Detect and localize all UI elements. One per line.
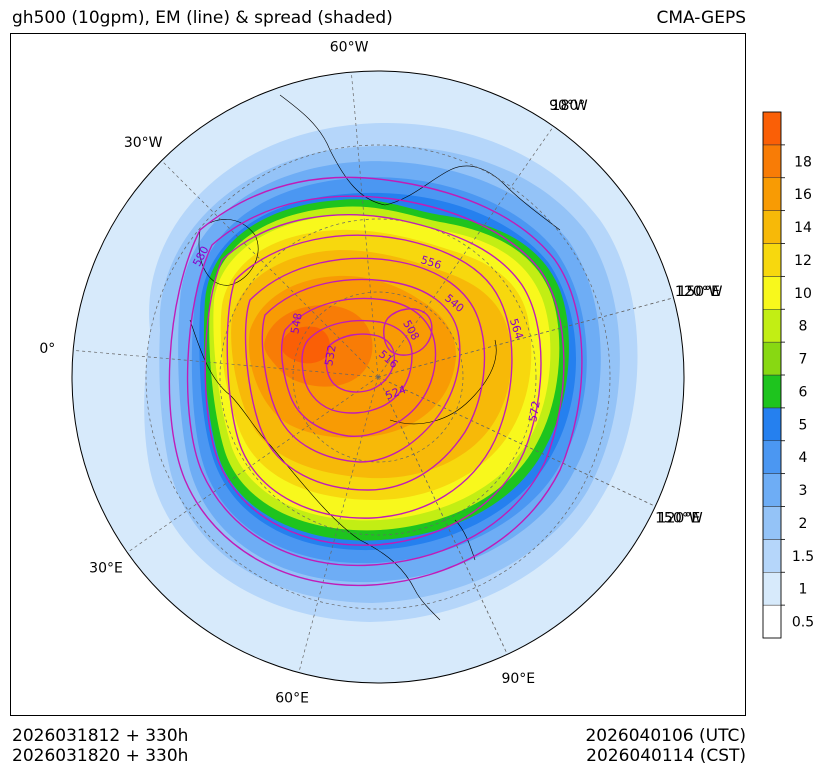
colorbar-swatch <box>762 374 782 409</box>
colorbar-label: 12 <box>794 253 812 269</box>
colorbar-swatch <box>762 144 782 179</box>
longitude-label: 30°W <box>124 135 163 151</box>
valid-time-cst: 2026040114 (CST) <box>586 746 746 766</box>
longitude-label: 90°E <box>501 671 535 687</box>
contour-label: 572 <box>526 400 542 423</box>
colorbar-label: 3 <box>799 483 808 499</box>
colorbar-label: 1 <box>799 582 808 598</box>
coastline-greenland <box>198 219 259 286</box>
colorbar-swatch <box>762 572 782 606</box>
contour-label: 532 <box>322 344 338 367</box>
longitude-labels: 60°W 90°W 30°W 120°W 0° 150°W 30°E 180° 60°E 150°… <box>39 39 722 706</box>
colorbar-swatch <box>762 604 782 639</box>
longitude-label: 150°W <box>655 510 703 526</box>
contour-572 <box>186 195 565 567</box>
colorbar-swatch <box>762 309 782 343</box>
colorbar-swatch <box>762 243 782 277</box>
meridian-line <box>127 376 379 553</box>
init-time-utc: 2026031812 + 330h <box>12 726 189 746</box>
contour-564 <box>204 214 542 546</box>
colorbar-label: 0.5 <box>792 615 814 631</box>
meridian-line <box>298 376 379 673</box>
latitude-circle-60n <box>292 291 464 463</box>
contour-label: 556 <box>419 253 443 272</box>
colorbar-swatch <box>762 506 782 540</box>
longitude-label: 180° <box>552 98 586 114</box>
contour-548 <box>244 257 486 491</box>
colorbar-label: 2 <box>799 516 808 532</box>
meridian-line <box>377 376 508 655</box>
init-time-cst: 2026031820 + 330h <box>12 746 189 766</box>
contour-556 <box>226 234 513 519</box>
map-boundary-circle <box>71 70 685 684</box>
colorbar-swatch <box>762 111 782 146</box>
longitude-label: 120°E <box>658 510 701 526</box>
longitude-label: 60°E <box>275 691 309 707</box>
colorbar-swatch <box>762 407 782 442</box>
colorbar-swatch <box>762 440 782 474</box>
contour-524 <box>301 319 413 414</box>
colorbar-swatch <box>762 539 782 573</box>
colorbar-swatch <box>762 210 782 244</box>
colorbar-label: 16 <box>794 187 812 203</box>
colorbar-label: 7 <box>799 352 808 368</box>
coastline-north-america <box>279 94 561 231</box>
contour-label: 548 <box>288 312 304 335</box>
graticule <box>73 72 674 673</box>
meridian-line <box>350 72 379 378</box>
meridian-line <box>161 160 379 378</box>
colorbar-label: 5 <box>799 417 808 433</box>
footer-init: 2026031812 + 330h 2026031820 + 330h <box>12 726 188 766</box>
latitude-circle-40n <box>219 218 537 536</box>
colorbar-label: 8 <box>799 319 808 335</box>
contour-lines <box>168 176 583 587</box>
colorbar-swatch <box>762 177 782 211</box>
meridian-line <box>377 376 656 507</box>
valid-time-utc: 2026040106 (UTC) <box>585 726 746 746</box>
colorbar-label: 18 <box>794 154 812 170</box>
coastline-asia <box>269 444 441 621</box>
colorbar-swatch <box>762 341 782 376</box>
contour-516 <box>325 333 396 393</box>
chart-title: gh500 (10gpm), EM (line) & spread (shade… <box>12 8 393 28</box>
longitude-label: 120°W <box>675 284 723 300</box>
footer-valid: 2026040106 (UTC) 2026040114 (CST) <box>585 726 746 766</box>
contour-532 <box>280 297 437 437</box>
model-name: CMA-GEPS <box>656 8 746 28</box>
colorbar-swatch <box>762 276 782 310</box>
contour-label: 564 <box>507 317 526 341</box>
colorbar-swatch <box>762 473 782 507</box>
longitude-label: 30°E <box>89 560 123 576</box>
colorbar: 0.5 1 1.5 2 3 4 5 6 7 8 10 12 14 16 18 <box>762 111 814 639</box>
contour-508 <box>383 308 433 356</box>
colorbar-label: 10 <box>794 286 812 302</box>
coastline-siberia <box>389 339 497 425</box>
longitude-label: 90°W <box>549 98 588 114</box>
colorbar-label: 14 <box>794 220 812 236</box>
colorbar-label: 1.5 <box>792 549 814 565</box>
longitude-label: 0° <box>39 341 55 357</box>
meridian-line <box>377 297 674 378</box>
latitude-circle-20n <box>145 144 611 610</box>
contour-580 <box>168 176 583 587</box>
meridian-line <box>377 126 554 378</box>
colorbar-label: 4 <box>799 450 808 466</box>
longitude-label: 60°W <box>330 39 369 55</box>
colorbar-label: 6 <box>799 384 808 400</box>
longitude-label: 150°E <box>677 284 720 300</box>
contour-540 <box>261 278 461 463</box>
